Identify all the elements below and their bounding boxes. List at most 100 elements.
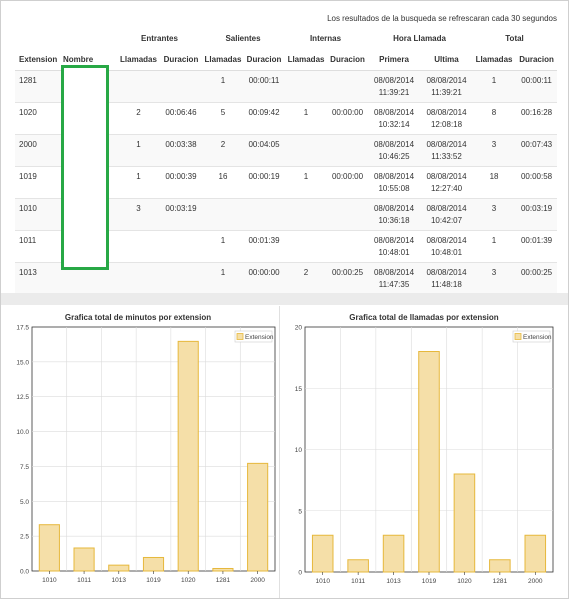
group-internas: Internas — [309, 34, 342, 43]
cell-int-dur — [328, 231, 367, 263]
cell-first-call: 08/08/2014 10:48:01 — [367, 231, 421, 263]
x-tick-label: 1013 — [386, 578, 401, 585]
y-tick-label: 17.5 — [16, 325, 29, 332]
cell-first-call: 08/08/2014 10:55:08 — [367, 167, 421, 199]
cell-total-dur: 00:07:43 — [520, 140, 553, 149]
cell-last-date: 08/08/2014 — [426, 172, 467, 181]
group-salientes: Salientes — [225, 34, 261, 43]
cell-out-dur: 00:01:39 — [248, 236, 280, 245]
cell-total-calls: 3 — [491, 140, 497, 149]
cell-first-call: 08/08/2014 10:46:25 — [367, 135, 421, 167]
cell-last-date: 08/08/2014 — [426, 204, 467, 213]
col-out-duration: Duracion — [244, 48, 285, 71]
y-tick-label: 0 — [298, 570, 302, 577]
x-tick-label: 1011 — [351, 578, 365, 585]
col-extension: Extension — [15, 48, 59, 71]
refresh-note: Los resultados de la busqueda se refresc… — [327, 14, 557, 23]
minutes-chart-panel: Grafica total de minutos por extension 0.… — [5, 306, 280, 598]
calls-chart-panel: Grafica total de llamadas por extension 0… — [285, 306, 559, 598]
legend-label: Extension — [523, 334, 552, 341]
cell-out-calls: 1 — [220, 268, 226, 277]
cell-in-calls — [117, 263, 160, 295]
cell-out-calls: 1 — [220, 236, 226, 245]
legend-box — [234, 330, 273, 343]
cell-last-time: 11:48:18 — [431, 280, 462, 289]
chart-legend: Extension — [234, 330, 274, 343]
cell-in-calls: 1 — [136, 140, 141, 149]
col-int-duration: Duracion — [328, 48, 368, 71]
cell-in-dur — [160, 263, 202, 295]
cell-last-call: 08/08/2014 12:27:40 — [421, 167, 472, 199]
y-tick-label: 15.0 — [16, 359, 29, 366]
cell-last-call: 08/08/2014 11:48:18 — [421, 263, 472, 295]
y-tick-label: 7.5 — [20, 464, 29, 471]
cell-first-call: 08/08/2014 11:39:21 — [367, 71, 421, 103]
col-last-call: Ultima — [421, 48, 473, 71]
y-tick-label: 5.0 — [20, 499, 29, 506]
cell-int-calls — [284, 231, 328, 263]
cell-ext: 1019 — [19, 172, 37, 181]
bar-1013 — [382, 534, 405, 573]
cell-ext: 1011 — [19, 236, 37, 245]
cell-in-dur: 00:03:19 — [165, 204, 197, 213]
col-in-duration: Duracion — [160, 48, 202, 71]
name-redaction-box — [61, 65, 109, 270]
cell-in-dur: 00:00:39 — [165, 172, 197, 181]
cell-last-call: 08/08/2014 10:42:07 — [421, 199, 472, 231]
y-tick-label: 10 — [295, 447, 303, 454]
calls-chart: Grafica total de llamadas por extension 0… — [295, 313, 554, 585]
column-header-row: Extension Nombre Llamadas Duracion Llama… — [15, 48, 558, 71]
table-row: 1013 1 00:00:00 2 00:00:25 08/08/2014 11:47:35… — [15, 262, 558, 295]
cell-last-call: 08/08/2014 11:39:21 — [421, 71, 472, 103]
cell-first-date: 08/08/2014 — [373, 204, 415, 213]
cell-int-calls — [284, 71, 328, 103]
cell-first-date: 08/08/2014 — [373, 140, 415, 149]
cell-in-calls: 2 — [136, 108, 141, 117]
col-first-call: Primera — [367, 48, 422, 71]
cell-int-calls: 1 — [303, 108, 309, 117]
cell-int-calls: 2 — [303, 268, 309, 277]
cell-out-calls — [202, 199, 244, 231]
cell-int-dur — [328, 199, 367, 231]
cell-in-calls — [117, 71, 160, 103]
cell-last-time: 11:39:21 — [431, 88, 462, 97]
group-total: Total — [505, 34, 524, 43]
cell-ext: 1013 — [19, 268, 37, 277]
cell-ext: 1281 — [19, 76, 37, 85]
cell-total-dur: 00:00:25 — [520, 268, 553, 277]
bar-2000 — [524, 534, 547, 573]
table-row: 1019 1 00:00:39 16 00:00:19 1 00:00:00 08/08/20… — [15, 167, 558, 199]
cell-first-call: 08/08/2014 10:36:18 — [367, 199, 421, 231]
chart-title: Grafica total de minutos por extension — [65, 313, 211, 322]
x-tick-label: 1010 — [42, 577, 57, 584]
y-tick-label: 12.5 — [16, 394, 29, 401]
cell-total-calls: 18 — [489, 172, 499, 181]
x-tick-label: 2000 — [528, 578, 543, 585]
plot-area — [31, 326, 276, 572]
cell-in-dur — [160, 71, 202, 103]
cell-last-time: 10:42:07 — [430, 216, 463, 225]
legend-label: Extension — [245, 334, 274, 341]
legend-swatch — [514, 333, 522, 340]
cell-total-calls: 1 — [491, 76, 497, 85]
cell-last-time: 11:33:52 — [431, 152, 462, 161]
bar-1011 — [347, 559, 369, 573]
cell-first-date: 08/08/2014 — [373, 236, 415, 245]
legend-swatch — [236, 333, 244, 340]
x-tick-label: 1020 — [457, 578, 472, 585]
bar-1281 — [212, 567, 234, 572]
cell-first-call: 08/08/2014 11:47:35 — [367, 263, 421, 295]
table-row: 1011 1 00:01:39 08/08/2014 10:48:01 08/08/201… — [15, 231, 558, 263]
cell-out-dur: 00:09:42 — [248, 108, 280, 117]
cell-last-date: 08/08/2014 — [426, 76, 467, 85]
x-tick-label: 1019 — [422, 578, 437, 585]
minutes-chart: Grafica total de minutos por extension 0.… — [16, 313, 276, 584]
cell-first-date: 08/08/2014 — [373, 172, 415, 181]
cell-ext: 2000 — [19, 140, 37, 149]
cell-out-calls: 16 — [218, 172, 228, 181]
cell-out-calls: 2 — [220, 140, 226, 149]
cell-first-time: 10:32:14 — [378, 120, 410, 129]
group-header-row: Entrantes Salientes Internas Hora Llamad… — [15, 29, 557, 48]
cell-last-time: 10:48:01 — [430, 248, 463, 257]
cell-last-time: 12:27:40 — [430, 184, 463, 193]
